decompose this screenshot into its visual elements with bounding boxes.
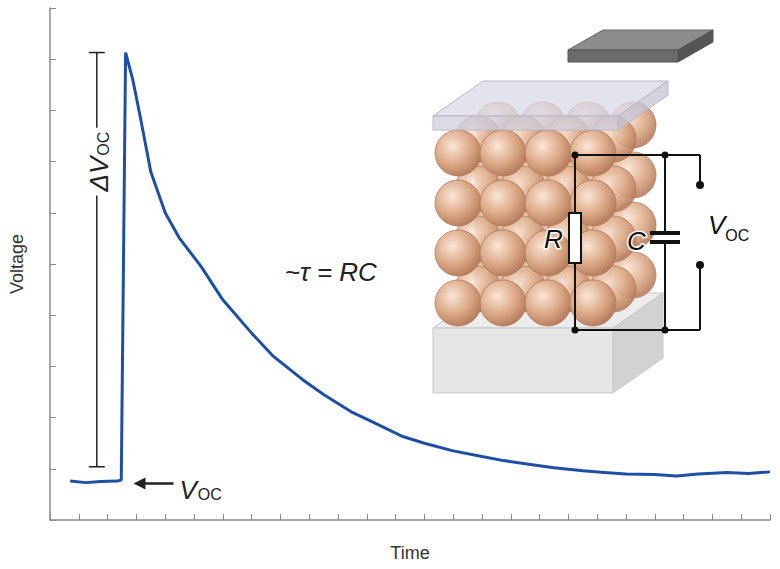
svg-text:~τ = RC: ~τ = RC <box>285 257 377 287</box>
svg-text:Time: Time <box>390 543 429 563</box>
svg-text:OC: OC <box>198 486 222 503</box>
svg-text:VOC: VOC <box>708 210 749 244</box>
svg-text:R: R <box>544 224 563 254</box>
svg-text:V: V <box>180 475 200 505</box>
svg-text:ΔV: ΔV <box>84 154 114 192</box>
svg-text:Voltage: Voltage <box>7 234 27 294</box>
svg-text:C: C <box>627 226 646 256</box>
svg-text:OC: OC <box>95 132 112 156</box>
